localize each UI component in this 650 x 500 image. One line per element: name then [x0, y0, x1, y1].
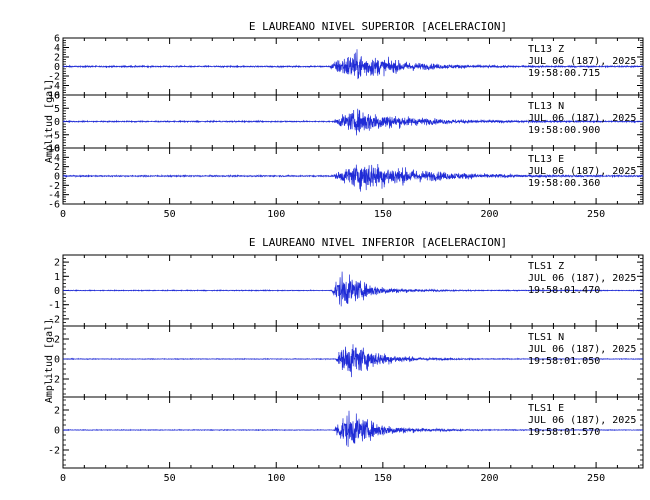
- y-tick-label: 2: [54, 162, 60, 173]
- station-label-line: TLS1 N: [528, 332, 564, 343]
- y-tick-label: 4: [54, 43, 60, 54]
- y-tick-label: 6: [54, 34, 60, 45]
- seismic-trace: [62, 410, 644, 447]
- x-tick-label: 200: [480, 473, 498, 484]
- y-tick-label: 4: [54, 153, 60, 164]
- seismic-trace: [62, 108, 644, 136]
- y-tick-label: -2: [48, 314, 60, 325]
- x-tick-label: 50: [164, 473, 176, 484]
- x-tick-label: 100: [267, 473, 285, 484]
- y-tick-label: -10: [42, 144, 60, 155]
- y-tick-label: 0: [54, 426, 60, 437]
- y-tick-label: -1: [48, 300, 60, 311]
- y-tick-label: 0: [54, 355, 60, 366]
- seismic-trace: [62, 49, 644, 80]
- station-label-line: JUL 06 (187), 2025: [528, 273, 636, 284]
- y-tick-label: -2: [48, 446, 60, 457]
- chart-title: E LAUREANO NIVEL SUPERIOR [ACELERACION]: [249, 20, 507, 33]
- y-tick-label: 6: [54, 144, 60, 155]
- panel-frame: [62, 396, 644, 469]
- x-tick-label: 100: [267, 209, 285, 220]
- x-tick-label: 250: [587, 209, 605, 220]
- x-tick-label: 250: [587, 473, 605, 484]
- station-label-line: JUL 06 (187), 2025: [528, 166, 636, 177]
- y-tick-label: 2: [54, 335, 60, 346]
- y-tick-label: -2: [48, 72, 60, 83]
- x-tick-label: 150: [374, 473, 392, 484]
- x-tick-label: 0: [60, 473, 66, 484]
- x-tick-label: 0: [60, 209, 66, 220]
- station-label-line: TL13 Z: [528, 44, 564, 55]
- station-label-line: JUL 06 (187), 2025: [528, 344, 636, 355]
- x-tick-label: 200: [480, 209, 498, 220]
- station-label-line: TL13 N: [528, 101, 564, 112]
- seismic-trace: [62, 163, 644, 192]
- y-tick-label: -2: [48, 375, 60, 386]
- station-label-line: 19:58:00.900: [528, 125, 600, 136]
- station-label-line: TLS1 E: [528, 403, 564, 414]
- chart-1: E LAUREANO NIVEL INFERIOR [ACELERACION] A…: [44, 236, 644, 484]
- y-tick-label: -6: [48, 200, 60, 211]
- y-tick-label: -5: [48, 130, 60, 141]
- station-label-line: 19:58:00.715: [528, 68, 600, 79]
- station-label-line: 19:58:01.050: [528, 356, 600, 367]
- y-tick-label: -6: [48, 91, 60, 102]
- y-tick-label: 2: [54, 406, 60, 417]
- y-axis-label: Amplitud [gal]: [44, 79, 55, 163]
- y-tick-label: 2: [54, 53, 60, 64]
- y-tick-label: -4: [48, 81, 60, 92]
- station-label-line: TL13 E: [528, 154, 564, 165]
- y-tick-label: -2: [48, 181, 60, 192]
- chart-title: E LAUREANO NIVEL INFERIOR [ACELERACION]: [249, 236, 507, 249]
- y-axis-label: Amplitud [gal]: [44, 319, 55, 403]
- station-label-line: 19:58:01.470: [528, 285, 600, 296]
- y-tick-label: 0: [54, 286, 60, 297]
- y-tick-label: 1: [54, 272, 60, 283]
- y-tick-label: 0: [54, 117, 60, 128]
- y-tick-label: 2: [54, 258, 60, 269]
- seismic-trace: [62, 271, 643, 307]
- y-tick-label: 5: [54, 104, 60, 115]
- x-tick-label: 150: [374, 209, 392, 220]
- seismic-trace: [62, 344, 644, 378]
- x-tick-label: 50: [164, 209, 176, 220]
- station-label-line: JUL 06 (187), 2025: [528, 113, 636, 124]
- y-tick-label: 0: [54, 172, 60, 183]
- station-label-line: 19:58:00.360: [528, 178, 600, 189]
- y-tick-label: 0: [54, 62, 60, 73]
- station-label-line: 19:58:01.570: [528, 427, 600, 438]
- station-label-line: JUL 06 (187), 2025: [528, 415, 636, 426]
- y-tick-label: -4: [48, 190, 60, 201]
- chart-0: E LAUREANO NIVEL SUPERIOR [ACELERACION] A…: [42, 20, 644, 220]
- station-label-line: JUL 06 (187), 2025: [528, 56, 636, 67]
- station-label-line: TLS1 Z: [528, 261, 564, 272]
- y-tick-label: 10: [48, 91, 60, 102]
